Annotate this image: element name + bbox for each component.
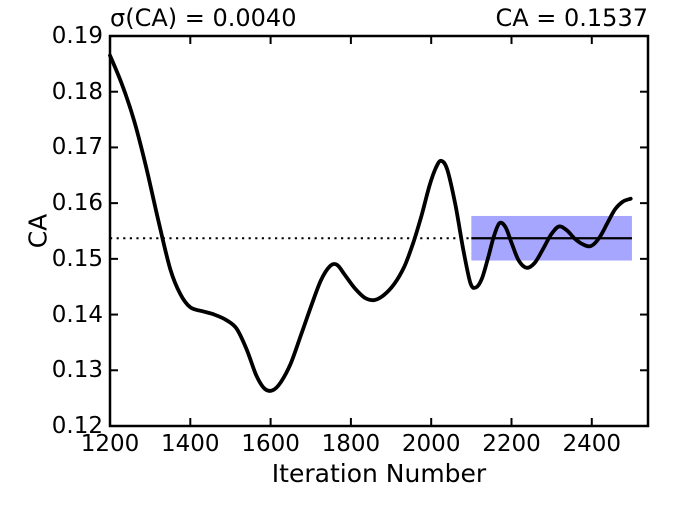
y-axis-label: CA [23, 213, 53, 249]
y-tick-label: 0.16 [51, 190, 103, 217]
y-tick-label: 0.19 [51, 23, 103, 49]
x-tick-label: 1800 [321, 431, 381, 457]
ca-curve [108, 53, 633, 393]
y-tick-label: 0.18 [51, 78, 103, 105]
x-tick-label: 2400 [562, 431, 622, 457]
y-tick-label: 0.13 [51, 357, 103, 384]
plot-border [108, 34, 650, 428]
x-axis-label: Iteration Number [271, 459, 487, 488]
y-tick-label: 0.12 [51, 413, 103, 439]
x-tick-label: 2200 [482, 431, 541, 457]
mean-annotation: CA = 0.1537 [495, 4, 648, 32]
y-tick-label: 0.14 [51, 301, 103, 328]
x-tick-label: 1400 [161, 431, 220, 457]
x-tick-label: 1200 [80, 431, 140, 457]
x-tick-label: 2000 [401, 431, 461, 457]
y-tick-label: 0.15 [51, 245, 103, 272]
sigma-annotation: σ(CA) = 0.0040 [110, 4, 297, 32]
x-tick-label: 1600 [241, 431, 300, 457]
y-tick-label: 0.17 [51, 134, 103, 161]
